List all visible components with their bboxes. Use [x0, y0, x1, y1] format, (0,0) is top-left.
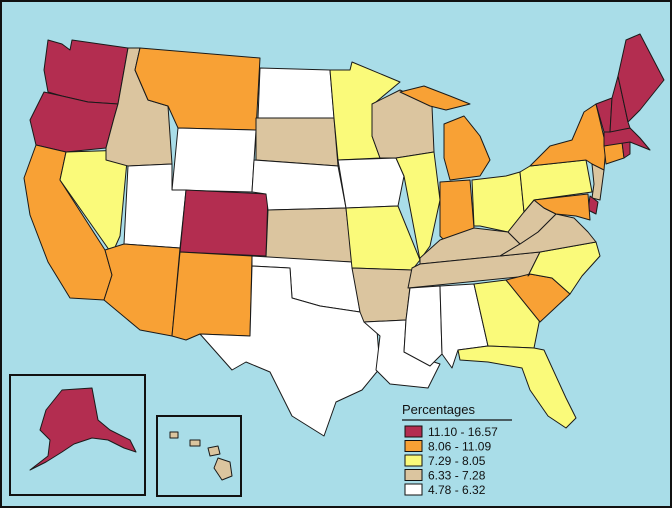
legend-swatch	[404, 483, 423, 496]
state-hi-oahu	[189, 439, 201, 447]
state-ia	[337, 157, 405, 209]
state-mo	[345, 205, 421, 271]
legend-swatch	[404, 425, 423, 438]
legend-title: Percentages	[402, 402, 475, 417]
state-mi	[399, 85, 491, 181]
state-hi-maui	[207, 445, 221, 457]
state-ma	[603, 127, 651, 151]
state-mt	[134, 47, 261, 131]
hawaii-inset	[156, 415, 242, 497]
state-il	[395, 151, 441, 261]
state-ak	[29, 387, 137, 471]
state-nj	[591, 163, 605, 201]
state-wy	[171, 127, 257, 193]
state-ar	[351, 267, 413, 323]
state-hi-kauai	[169, 431, 179, 439]
legend-label: 6.33 - 7.28	[428, 469, 486, 483]
legend: Percentages 11.10 - 16.578.06 - 11.097.2…	[402, 402, 512, 497]
hawaii-islands	[169, 431, 233, 481]
state-me	[617, 33, 665, 123]
legend-swatch	[404, 454, 423, 467]
state-hi-big-island	[213, 457, 233, 481]
legend-label: 11.10 - 16.57	[428, 425, 498, 439]
state-ks	[265, 207, 353, 263]
state-co	[179, 189, 269, 257]
state-ga	[473, 279, 541, 349]
state-ms	[403, 285, 443, 367]
state-fl	[457, 345, 577, 429]
state-nh	[609, 75, 631, 133]
legend-label: 8.06 - 11.09	[428, 440, 491, 454]
state-nd	[257, 67, 335, 119]
state-tx	[199, 265, 381, 437]
legend-label: 7.29 - 8.05	[428, 454, 486, 468]
state-nm	[171, 251, 253, 341]
legend-rows: 11.10 - 16.578.06 - 11.097.29 - 8.056.33…	[404, 425, 498, 497]
legend-swatch	[404, 440, 423, 452]
legend-label: 4.78 - 6.32	[428, 483, 486, 497]
legend-swatch	[404, 469, 423, 481]
state-md	[533, 193, 591, 221]
state-sd	[255, 117, 339, 167]
